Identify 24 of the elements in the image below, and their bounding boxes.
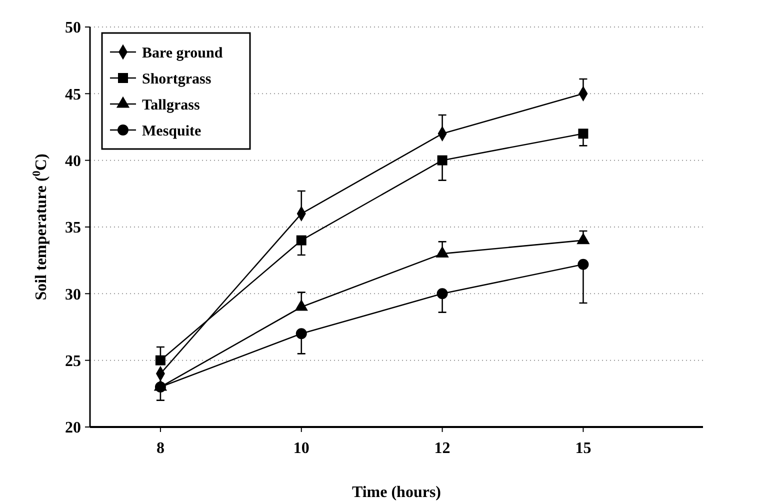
- x-tick-label: 12: [434, 440, 450, 457]
- legend-label: Mesquite: [142, 123, 202, 140]
- y-tick-label: 45: [65, 86, 81, 104]
- y-tick-label: 25: [65, 352, 81, 370]
- point: [296, 235, 306, 246]
- x-tick-label: 10: [293, 440, 310, 457]
- y-tick-label: 50: [65, 20, 81, 37]
- legend-label: Shortgrass: [142, 71, 212, 88]
- legend-label: Tallgrass: [142, 97, 200, 114]
- point: [436, 288, 448, 300]
- y-tick-label: 35: [65, 220, 81, 237]
- point: [296, 328, 307, 340]
- point: [578, 128, 588, 139]
- y-tick-label: 20: [65, 420, 81, 437]
- x-tick-label: 8: [156, 440, 164, 457]
- point: [437, 155, 448, 166]
- x-tick-label: 15: [575, 440, 592, 457]
- legend-label: Bare ground: [142, 45, 224, 62]
- point: [154, 382, 166, 392]
- point: [155, 355, 166, 366]
- y-tick-label: 40: [65, 152, 81, 170]
- point: [578, 258, 589, 270]
- x-axis-title: Time (hours): [352, 484, 442, 501]
- y-tick-label: 30: [65, 286, 81, 304]
